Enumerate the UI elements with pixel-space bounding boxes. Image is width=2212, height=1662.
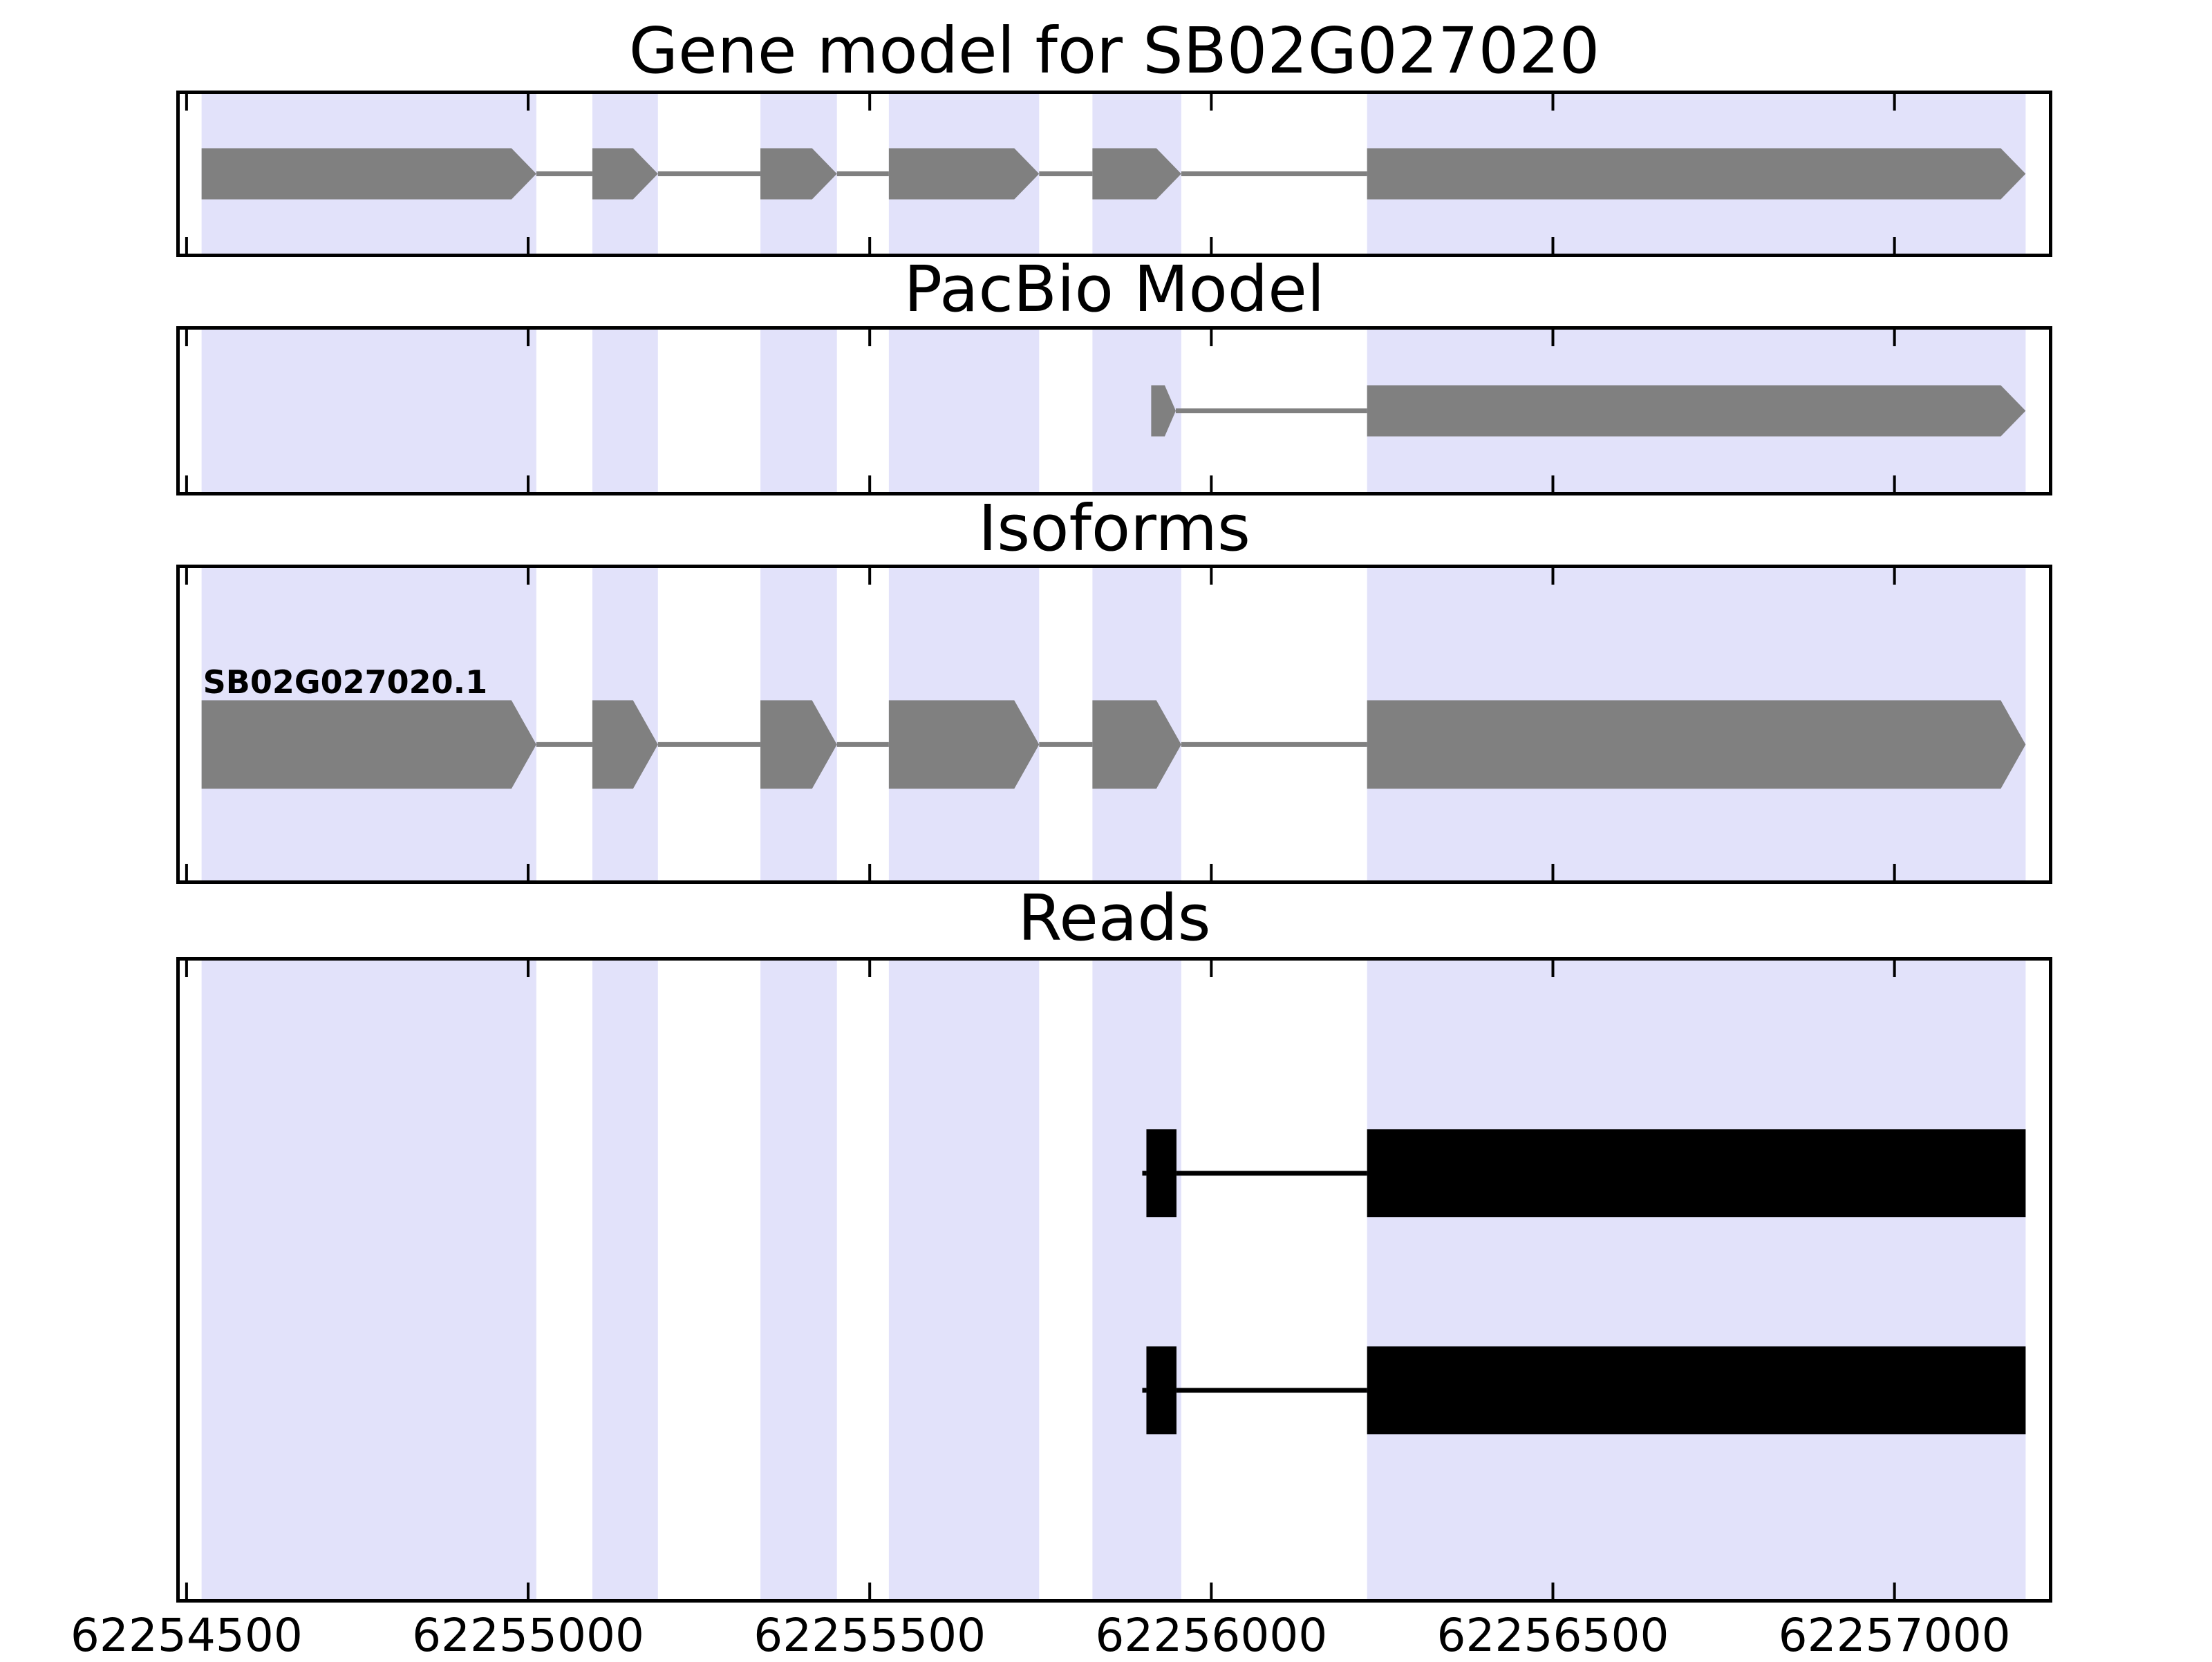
read-exon-box (1146, 1129, 1177, 1218)
x-tick-label: 62256500 (1436, 1609, 1669, 1662)
highlight-band (201, 330, 536, 492)
exon-arrow (592, 148, 658, 200)
panel-title-pacbio-model: PacBio Model (903, 252, 1325, 326)
highlight-band (760, 330, 837, 492)
exon-arrow (201, 700, 536, 789)
exon-arrow (201, 148, 536, 200)
exon-arrow (760, 700, 837, 789)
panel-reads (176, 957, 2052, 1603)
highlight-band (1367, 961, 2026, 1599)
x-tick-label: 62255500 (753, 1609, 986, 1662)
panel-isoforms (176, 565, 2052, 884)
exon-arrow (592, 700, 658, 789)
panel-title-reads: Reads (1018, 881, 1211, 955)
highlight-band (201, 961, 536, 1599)
x-tick-label: 62256000 (1095, 1609, 1328, 1662)
exon-arrow (1367, 700, 2026, 789)
x-tick-label: 62254500 (70, 1609, 303, 1662)
exon-arrow (1367, 385, 2026, 437)
exon-arrow (888, 700, 1040, 789)
exon-arrow (1151, 385, 1176, 437)
exon-arrow (760, 148, 837, 200)
panel-title-gene-model: Gene model for SB02G027020 (628, 14, 1600, 88)
highlight-band (760, 961, 837, 1599)
exon-arrow (888, 148, 1040, 200)
read-exon-box (1367, 1346, 2026, 1435)
panel-gene-model (176, 91, 2052, 257)
highlight-band (592, 330, 658, 492)
panel-pacbio-model (176, 326, 2052, 495)
highlight-band (888, 961, 1040, 1599)
read-exon-box (1146, 1346, 1177, 1435)
x-tick-label: 62255000 (412, 1609, 644, 1662)
exon-arrow (1092, 148, 1181, 200)
highlight-band (1092, 961, 1181, 1599)
exon-arrow (1367, 148, 2026, 200)
highlight-band (888, 330, 1040, 492)
x-tick-label: 62257000 (1778, 1609, 2011, 1662)
highlight-band (592, 961, 658, 1599)
panel-title-isoforms: Isoforms (978, 491, 1250, 565)
read-exon-box (1367, 1129, 2026, 1218)
exon-arrow (1092, 700, 1181, 789)
isoform-label: SB02G027020.1 (203, 663, 488, 701)
